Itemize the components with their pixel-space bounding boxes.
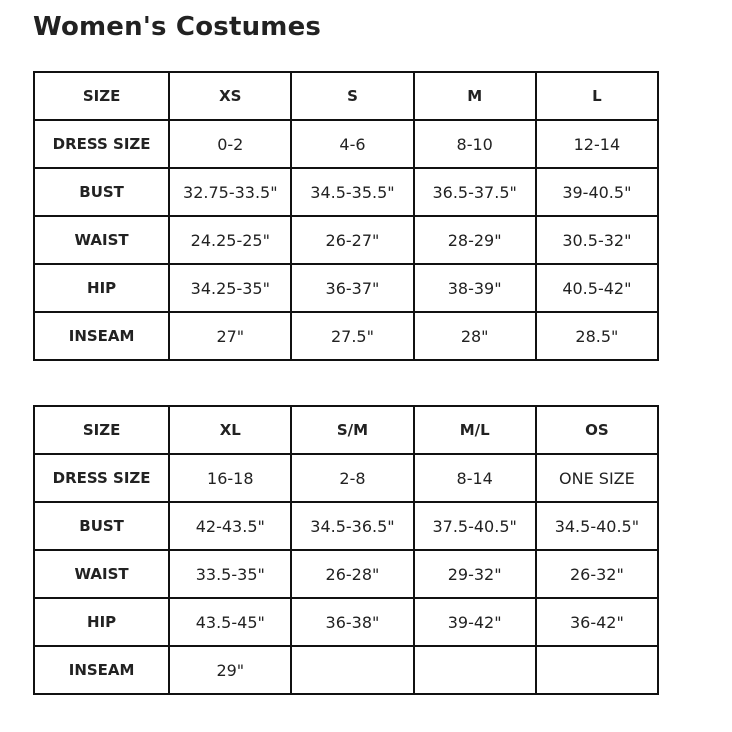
row-header: HIP xyxy=(32,597,171,647)
column-header: SIZE xyxy=(32,71,171,121)
table-cell: 34.5-36.5" xyxy=(290,501,415,551)
table-cell: 27.5" xyxy=(290,311,415,361)
table-cell: 27" xyxy=(168,311,293,361)
row-header: BUST xyxy=(32,167,171,217)
table-cell: 8-10 xyxy=(412,119,537,169)
table-cell: 2-8 xyxy=(290,453,415,503)
table-cell: 29-32" xyxy=(412,549,537,599)
size-chart-table-1: SIZE XS S M L DRESS SIZE 0-2 4-6 8-10 12-14 BUST 32… xyxy=(32,71,660,361)
row-header: DRESS SIZE xyxy=(32,453,171,503)
table-cell: 28.5" xyxy=(534,311,660,361)
table-row: WAIST 24.25-25" 26-27" 28-29" 30.5-32" xyxy=(32,215,660,265)
table-cell: 40.5-42" xyxy=(534,263,660,313)
table-cell: 39-42" xyxy=(412,597,537,647)
table-row: DRESS SIZE 0-2 4-6 8-10 12-14 xyxy=(32,119,660,169)
table-cell xyxy=(290,645,415,695)
table-cell: 32.75-33.5" xyxy=(168,167,293,217)
table-row: INSEAM 27" 27.5" 28" 28.5" xyxy=(32,311,660,361)
table-cell: 36-42" xyxy=(534,597,660,647)
table-cell: 34.5-35.5" xyxy=(290,167,415,217)
size-chart-table-2: SIZE XL S/M M/L OS DRESS SIZE 16-18 2-8 8-14 ONE … xyxy=(32,405,660,695)
table-cell xyxy=(534,645,660,695)
table-cell: ONE SIZE xyxy=(534,453,660,503)
table-cell: 42-43.5" xyxy=(168,501,293,551)
table-cell: 38-39" xyxy=(412,263,537,313)
column-header: SIZE xyxy=(32,405,171,455)
column-header: S/M xyxy=(290,405,415,455)
table-row: BUST 42-43.5" 34.5-36.5" 37.5-40.5" 34.5-40.… xyxy=(32,501,660,551)
row-header: DRESS SIZE xyxy=(32,119,171,169)
table-cell: 29" xyxy=(168,645,293,695)
table-cell: 4-6 xyxy=(290,119,415,169)
table-row: HIP 34.25-35" 36-37" 38-39" 40.5-42" xyxy=(32,263,660,313)
table-cell: 43.5-45" xyxy=(168,597,293,647)
table-cell: 24.25-25" xyxy=(168,215,293,265)
table-cell: 37.5-40.5" xyxy=(412,501,537,551)
column-header: L xyxy=(534,71,660,121)
table-cell: 36.5-37.5" xyxy=(412,167,537,217)
table-cell: 28" xyxy=(412,311,537,361)
column-header: M xyxy=(412,71,537,121)
table-cell: 33.5-35" xyxy=(168,549,293,599)
table-row: HIP 43.5-45" 36-38" 39-42" 36-42" xyxy=(32,597,660,647)
table-row: DRESS SIZE 16-18 2-8 8-14 ONE SIZE xyxy=(32,453,660,503)
column-header: XS xyxy=(168,71,293,121)
table-cell: 26-27" xyxy=(290,215,415,265)
row-header: INSEAM xyxy=(32,645,171,695)
row-header: INSEAM xyxy=(32,311,171,361)
table-cell: 26-32" xyxy=(534,549,660,599)
table-cell: 0-2 xyxy=(168,119,293,169)
row-header: WAIST xyxy=(32,549,171,599)
column-header: XL xyxy=(168,405,293,455)
table-cell: 34.5-40.5" xyxy=(534,501,660,551)
table-cell: 12-14 xyxy=(534,119,660,169)
table-cell: 28-29" xyxy=(412,215,537,265)
row-header: HIP xyxy=(32,263,171,313)
column-header: S xyxy=(290,71,415,121)
table-cell: 34.25-35" xyxy=(168,263,293,313)
table-row: INSEAM 29" xyxy=(32,645,660,695)
column-header: M/L xyxy=(412,405,537,455)
row-header: BUST xyxy=(32,501,171,551)
table-cell: 16-18 xyxy=(168,453,293,503)
table-row: WAIST 33.5-35" 26-28" 29-32" 26-32" xyxy=(32,549,660,599)
table-cell: 36-37" xyxy=(290,263,415,313)
table-cell: 39-40.5" xyxy=(534,167,660,217)
column-header: OS xyxy=(534,405,660,455)
table-row: BUST 32.75-33.5" 34.5-35.5" 36.5-37.5" 39-40… xyxy=(32,167,660,217)
header-row: SIZE XL S/M M/L OS xyxy=(32,405,660,455)
row-header: WAIST xyxy=(32,215,171,265)
table-cell: 36-38" xyxy=(290,597,415,647)
table-cell: 8-14 xyxy=(412,453,537,503)
page-title: Women's Costumes xyxy=(33,12,322,42)
table-cell: 26-28" xyxy=(290,549,415,599)
table-cell xyxy=(412,645,537,695)
table-cell: 30.5-32" xyxy=(534,215,660,265)
header-row: SIZE XS S M L xyxy=(32,71,660,121)
